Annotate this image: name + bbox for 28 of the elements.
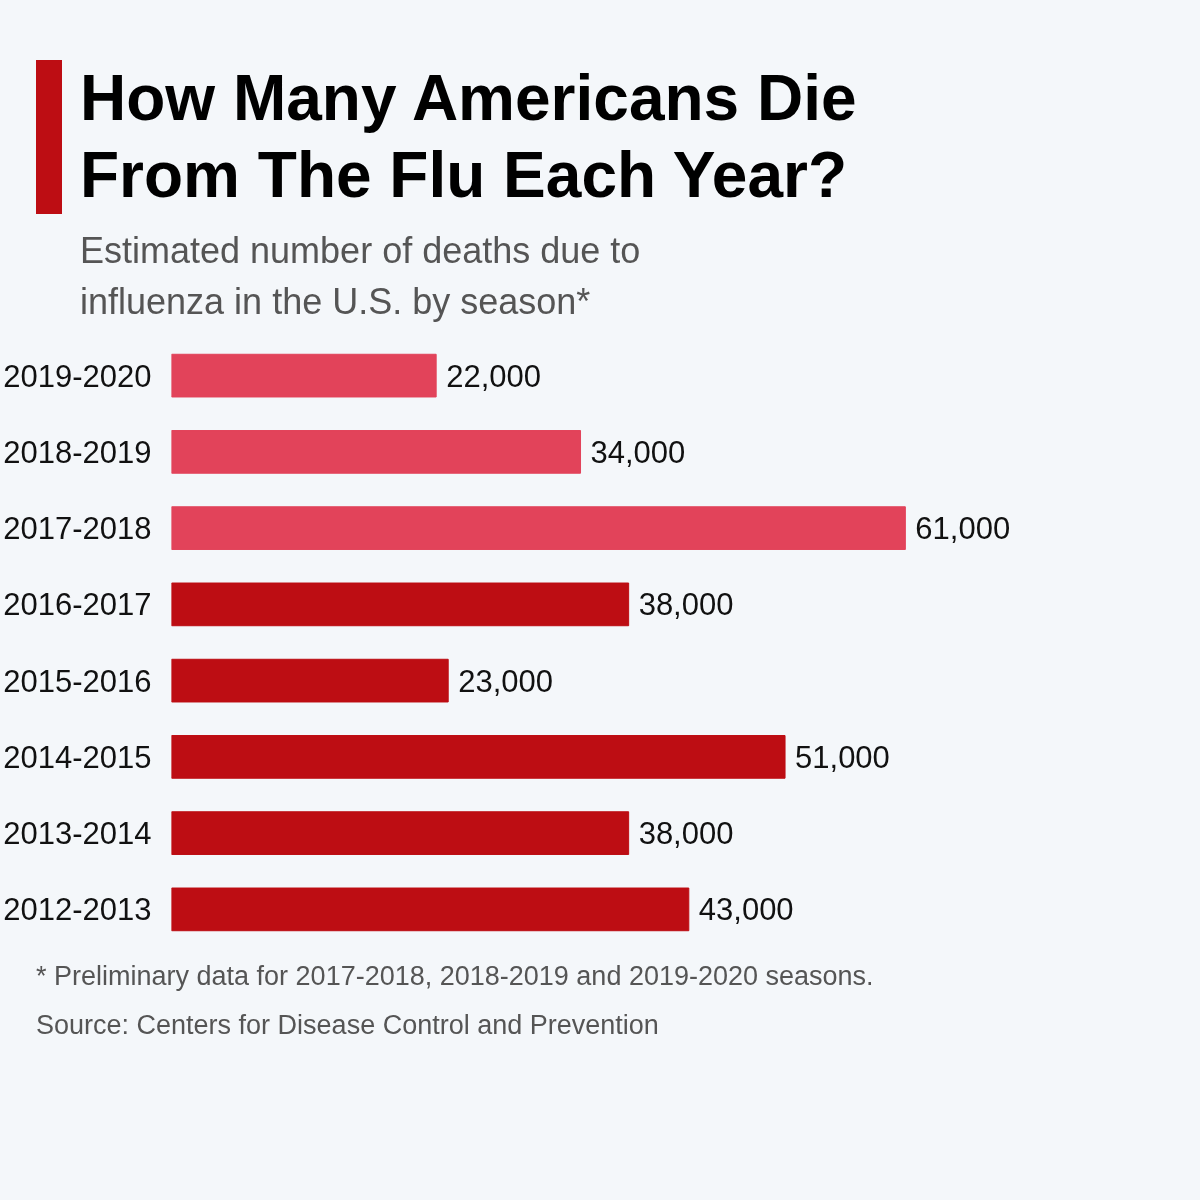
chart-subtitle: Estimated number of deaths due to influenza in the U.S. by season* bbox=[80, 228, 642, 324]
bar bbox=[171, 354, 437, 398]
source-note: Source: Centers for Disease Control and Prevention bbox=[36, 1009, 659, 1042]
bar bbox=[171, 735, 786, 780]
data-label: 23,000 bbox=[458, 664, 554, 700]
y-tick-label: 2012-2013 bbox=[3, 892, 152, 928]
data-label: 22,000 bbox=[446, 359, 541, 395]
y-tick-label: 2019-2020 bbox=[3, 359, 152, 395]
y-tick-label: 2015-2016 bbox=[3, 664, 152, 700]
y-tick-label: 2014-2015 bbox=[3, 740, 152, 776]
y-tick-label: 2016-2017 bbox=[3, 587, 152, 623]
y-tick-label: 2018-2019 bbox=[3, 435, 152, 471]
y-tick-label: 2013-2014 bbox=[3, 816, 152, 852]
y-tick-label: 2017-2018 bbox=[3, 511, 152, 547]
bar bbox=[171, 887, 690, 932]
text: * Preliminary data for 2017-2018, 2018-2019 and 2019-2020 seasons. bbox=[36, 960, 874, 994]
data-label: 51,000 bbox=[795, 740, 890, 776]
chart-title: How Many Americans Die From The Flu Each Year? bbox=[80, 61, 858, 213]
bar bbox=[171, 811, 630, 856]
data-label: 38,000 bbox=[638, 816, 734, 852]
data-label: 34,000 bbox=[590, 435, 686, 471]
data-label: 43,000 bbox=[698, 892, 794, 928]
bar bbox=[171, 430, 582, 475]
bar bbox=[171, 506, 906, 551]
bar bbox=[171, 659, 449, 703]
data-label: 38,000 bbox=[638, 587, 734, 623]
data-label: 61,000 bbox=[915, 511, 1011, 547]
bar bbox=[171, 582, 630, 627]
